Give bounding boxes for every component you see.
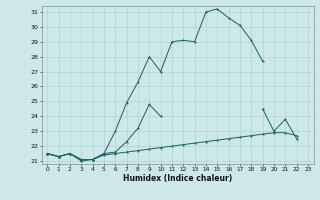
X-axis label: Humidex (Indice chaleur): Humidex (Indice chaleur) [123, 174, 232, 183]
